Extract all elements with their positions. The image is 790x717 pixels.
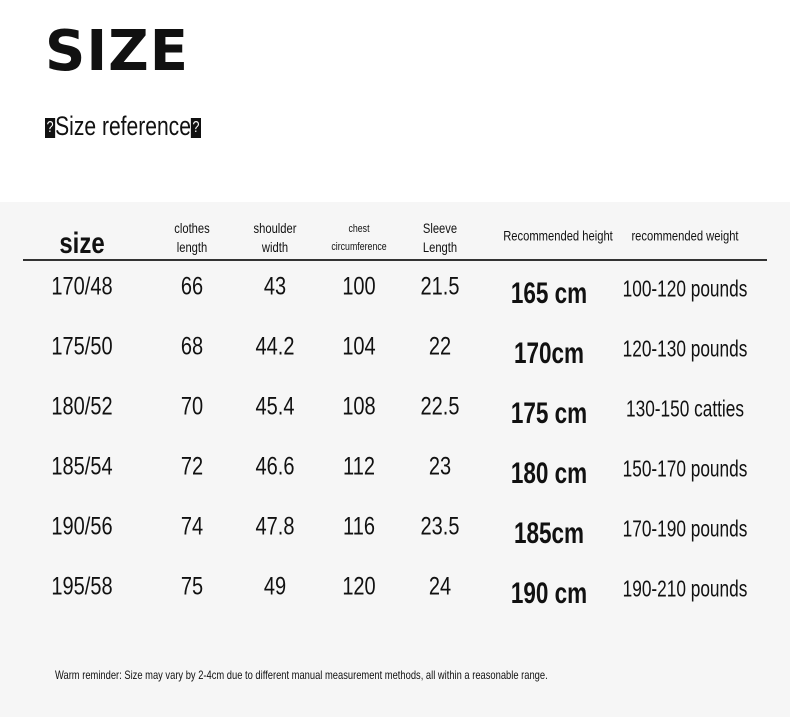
cell-recommended-height: 175 cm bbox=[510, 397, 588, 430]
cell-clothes-length: 74 bbox=[180, 512, 204, 541]
header-line: circumference bbox=[331, 241, 387, 253]
header-line: Sleeve bbox=[422, 220, 458, 236]
header-line: Length bbox=[422, 239, 458, 255]
cell-shoulder-width: 44.2 bbox=[255, 332, 295, 361]
cell-size: 190/56 bbox=[51, 512, 113, 541]
cell-recommended-weight: 190-210 pounds bbox=[622, 575, 748, 602]
header-line: length bbox=[176, 239, 208, 255]
header-line: width bbox=[261, 239, 289, 255]
cell-recommended-height: 190 cm bbox=[510, 577, 588, 610]
cell-size: 185/54 bbox=[51, 452, 113, 481]
missing-glyph-icon: ? bbox=[190, 117, 202, 138]
cell-recommended-weight: 130-150 catties bbox=[626, 395, 744, 422]
cell-chest-circumference: 120 bbox=[342, 572, 376, 601]
cell-recommended-height: 165 cm bbox=[510, 277, 588, 310]
cell-clothes-length: 68 bbox=[180, 332, 204, 361]
header-line: clothes bbox=[174, 220, 210, 236]
cell-chest-circumference: 108 bbox=[342, 392, 376, 421]
warm-reminder-note: Warm reminder: Size may vary by 2-4cm du… bbox=[55, 668, 548, 682]
cell-clothes-length: 72 bbox=[180, 452, 204, 481]
cell-size: 175/50 bbox=[51, 332, 113, 361]
cell-shoulder-width: 49 bbox=[263, 572, 287, 601]
cell-chest-circumference: 100 bbox=[342, 272, 376, 301]
cell-size: 195/58 bbox=[51, 572, 113, 601]
cell-sleeve-length: 22 bbox=[428, 332, 452, 361]
header-clothes-length: clothes length bbox=[174, 219, 209, 257]
header-line: chest bbox=[348, 223, 370, 235]
cell-sleeve-length: 24 bbox=[428, 572, 452, 601]
cell-recommended-weight: 120-130 pounds bbox=[622, 335, 748, 362]
page-title: SIZE bbox=[45, 19, 190, 84]
cell-chest-circumference: 112 bbox=[343, 452, 375, 481]
cell-sleeve-length: 23.5 bbox=[420, 512, 460, 541]
cell-recommended-weight: 170-190 pounds bbox=[622, 515, 748, 542]
cell-clothes-length: 75 bbox=[180, 572, 204, 601]
cell-sleeve-length: 21.5 bbox=[420, 272, 460, 301]
cell-size: 180/52 bbox=[51, 392, 113, 421]
cell-recommended-weight: 150-170 pounds bbox=[622, 455, 748, 482]
header-recommended-height: Recommended height bbox=[503, 227, 613, 244]
cell-shoulder-width: 45.4 bbox=[255, 392, 295, 421]
cell-sleeve-length: 22.5 bbox=[420, 392, 460, 421]
cell-recommended-height: 185cm bbox=[513, 517, 585, 550]
cell-recommended-weight: 100-120 pounds bbox=[622, 275, 748, 302]
cell-chest-circumference: 104 bbox=[342, 332, 376, 361]
header-recommended-weight: recommended weight bbox=[631, 227, 739, 244]
subtitle-text: Size reference bbox=[55, 111, 191, 141]
header-sleeve-length: Sleeve Length bbox=[423, 219, 457, 257]
cell-recommended-height: 180 cm bbox=[510, 457, 588, 490]
header-divider bbox=[23, 259, 767, 261]
header-size: size bbox=[59, 227, 105, 260]
missing-glyph-icon: ? bbox=[45, 117, 56, 138]
subtitle: ?Size reference? bbox=[45, 110, 202, 142]
cell-size: 170/48 bbox=[51, 272, 113, 301]
cell-clothes-length: 66 bbox=[180, 272, 204, 301]
cell-chest-circumference: 116 bbox=[343, 512, 375, 541]
cell-shoulder-width: 47.8 bbox=[255, 512, 295, 541]
header-line: shoulder bbox=[253, 220, 297, 236]
cell-shoulder-width: 43 bbox=[263, 272, 287, 301]
cell-shoulder-width: 46.6 bbox=[255, 452, 295, 481]
size-table-panel bbox=[0, 202, 790, 717]
cell-sleeve-length: 23 bbox=[428, 452, 452, 481]
cell-clothes-length: 70 bbox=[180, 392, 204, 421]
cell-recommended-height: 170cm bbox=[513, 337, 585, 370]
header-chest-circumference: chest circumference bbox=[331, 220, 386, 256]
header-shoulder-width: shoulder width bbox=[254, 219, 297, 257]
